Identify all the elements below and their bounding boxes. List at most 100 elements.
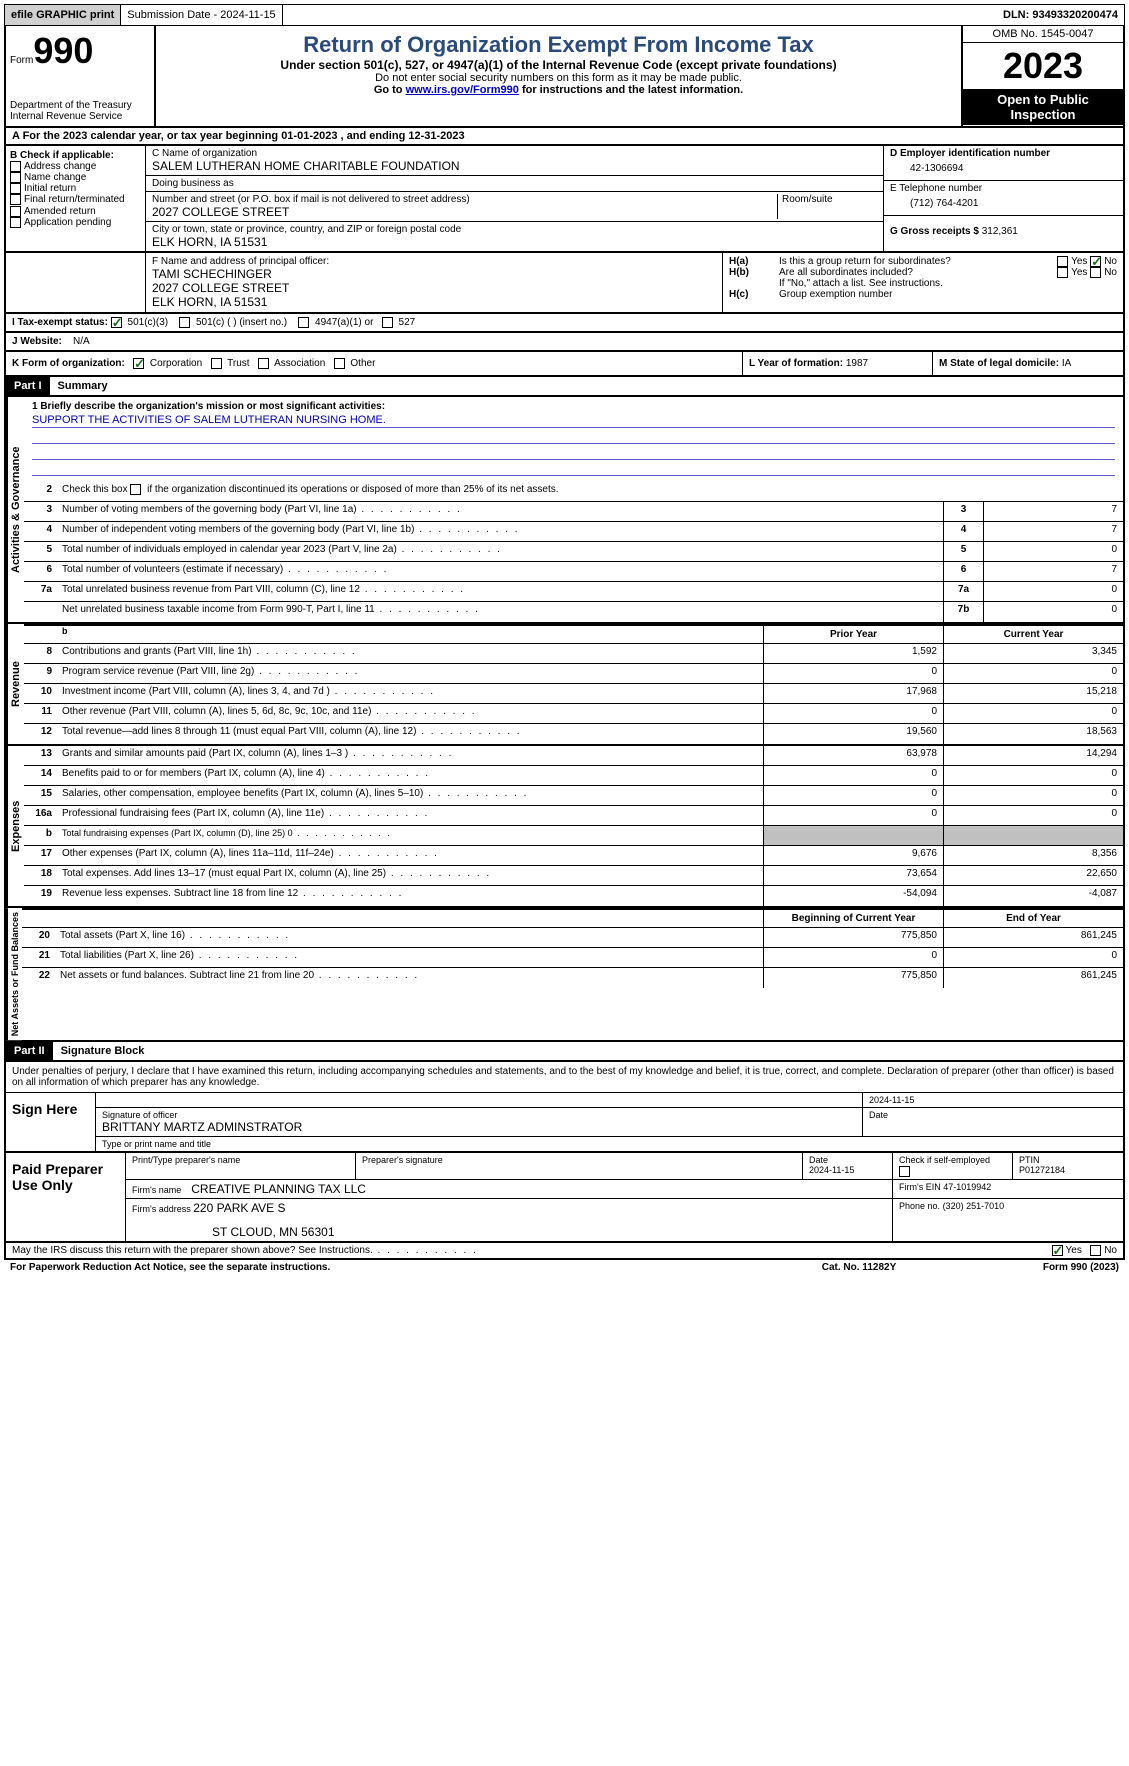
check-self-employed[interactable] <box>899 1166 910 1177</box>
ha-yes[interactable] <box>1057 256 1068 267</box>
ein-value: 42-1306694 <box>890 159 1117 178</box>
check-trust[interactable] <box>211 358 222 369</box>
form-org-label: K Form of organization: <box>12 358 125 369</box>
paid-preparer-label: Paid Preparer Use Only <box>6 1153 126 1240</box>
phone-label: E Telephone number <box>890 183 1117 194</box>
year-formation-label: L Year of formation: <box>749 358 846 369</box>
efile-print-button[interactable]: efile GRAPHIC print <box>5 5 121 25</box>
sig-name-label: Type or print name and title <box>96 1137 1123 1151</box>
firm-phone: (320) 251-7010 <box>943 1201 1005 1211</box>
hb-label: H(b) <box>729 267 779 278</box>
form-note-ssn: Do not enter social security numbers on … <box>162 72 955 84</box>
org-name-label: C Name of organization <box>152 148 877 159</box>
summary-line: 21Total liabilities (Part X, line 26)00 <box>22 948 1123 968</box>
check-amended-return[interactable]: Amended return <box>10 206 141 217</box>
sig-date-value: 2024-11-15 <box>869 1095 914 1105</box>
part2-header-row: Part II Signature Block <box>4 1042 1125 1062</box>
ptin-value: P01272184 <box>1019 1165 1065 1175</box>
check-discontinued[interactable] <box>130 484 141 495</box>
sig-officer-name: BRITTANY MARTZ ADMINSTRATOR <box>102 1120 302 1134</box>
sig-date-label: Date <box>863 1108 1123 1137</box>
row-j: J Website: N/A <box>4 333 1125 352</box>
footer: For Paperwork Reduction Act Notice, see … <box>4 1260 1125 1275</box>
check-final-return[interactable]: Final return/terminated <box>10 194 141 205</box>
firm-addr-label: Firm's address <box>132 1204 191 1214</box>
form-label: Form <box>10 55 33 66</box>
line1-label: 1 Briefly describe the organization's mi… <box>32 401 1115 412</box>
summary-line: 5Total number of individuals employed in… <box>24 542 1123 562</box>
dept-treasury: Department of the Treasury Internal Reve… <box>10 100 150 122</box>
year-formation-value: 1987 <box>846 358 868 369</box>
firm-ein: 47-1019942 <box>943 1182 991 1192</box>
form-subtitle: Under section 501(c), 527, or 4947(a)(1)… <box>162 58 955 72</box>
signature-block: Under penalties of perjury, I declare th… <box>4 1062 1125 1153</box>
vtab-net-assets: Net Assets or Fund Balances <box>6 908 22 1040</box>
firm-phone-label: Phone no. <box>899 1201 940 1211</box>
city-label: City or town, state or province, country… <box>152 224 877 235</box>
summary-line: 10Investment income (Part VIII, column (… <box>24 684 1123 704</box>
hc-text: Group exemption number <box>779 289 1117 300</box>
cat-number: Cat. No. 11282Y <box>759 1262 959 1273</box>
summary-line: 12Total revenue—add lines 8 through 11 (… <box>24 724 1123 744</box>
irs-link[interactable]: www.irs.gov/Form990 <box>406 84 519 96</box>
line2-text: Check this box if the organization disco… <box>58 482 1123 501</box>
check-501c[interactable] <box>179 317 190 328</box>
ha-no[interactable] <box>1090 256 1101 267</box>
vtab-activities: Activities & Governance <box>6 397 24 622</box>
col-prior-year: Prior Year <box>763 626 943 643</box>
officer-addr2: ELK HORN, IA 51531 <box>152 295 716 309</box>
firm-name: CREATIVE PLANNING TAX LLC <box>191 1182 366 1196</box>
prep-sig-label: Preparer's signature <box>356 1153 803 1179</box>
ptin-label: PTIN <box>1019 1155 1040 1165</box>
paperwork-notice: For Paperwork Reduction Act Notice, see … <box>10 1262 759 1273</box>
check-corporation[interactable] <box>133 358 144 369</box>
summary-line: 20Total assets (Part X, line 16)775,8508… <box>22 928 1123 948</box>
section-fh: F Name and address of principal officer:… <box>4 253 1125 314</box>
col-begin-year: Beginning of Current Year <box>763 910 943 927</box>
summary-line: 11Other revenue (Part VIII, column (A), … <box>24 704 1123 724</box>
box-deg: D Employer identification number 42-1306… <box>883 146 1123 251</box>
form-title-block: Return of Organization Exempt From Incom… <box>156 26 963 126</box>
part2-title: Signature Block <box>53 1042 153 1060</box>
row-a-tax-year: A For the 2023 calendar year, or tax yea… <box>4 128 1125 146</box>
addr-label: Number and street (or P.O. box if mail i… <box>152 194 777 205</box>
form-header: Form990 Department of the Treasury Inter… <box>4 26 1125 128</box>
discuss-yes[interactable] <box>1052 1245 1063 1256</box>
check-address-change[interactable]: Address change <box>10 161 141 172</box>
summary-line: 15Salaries, other compensation, employee… <box>24 786 1123 806</box>
check-501c3[interactable] <box>111 317 122 328</box>
row-klm: K Form of organization: Corporation Trus… <box>4 352 1125 377</box>
check-4947[interactable] <box>298 317 309 328</box>
box-b-label: B Check if applicable: <box>10 150 141 161</box>
part1-badge: Part I <box>6 377 50 395</box>
hb-no[interactable] <box>1090 267 1101 278</box>
check-other[interactable] <box>334 358 345 369</box>
tax-exempt-label: I Tax-exempt status: <box>12 317 108 328</box>
ha-label: H(a) <box>729 256 779 267</box>
state-domicile-label: M State of legal domicile: <box>939 358 1062 369</box>
hb-note: If "No," attach a list. See instructions… <box>729 278 1117 289</box>
tax-year: 2023 <box>963 43 1123 90</box>
submission-date: Submission Date - 2024-11-15 <box>121 5 282 25</box>
hb-yes[interactable] <box>1057 267 1068 278</box>
summary-line: 18Total expenses. Add lines 13–17 (must … <box>24 866 1123 886</box>
summary-line: 3Number of voting members of the governi… <box>24 502 1123 522</box>
firm-addr1: 220 PARK AVE S <box>193 1201 285 1215</box>
check-527[interactable] <box>382 317 393 328</box>
check-application-pending[interactable]: Application pending <box>10 217 141 228</box>
discuss-no[interactable] <box>1090 1245 1101 1256</box>
check-association[interactable] <box>258 358 269 369</box>
city-value: ELK HORN, IA 51531 <box>152 235 877 249</box>
form-note-link: Go to www.irs.gov/Form990 for instructio… <box>162 84 955 96</box>
section-net-assets: Net Assets or Fund Balances Beginning of… <box>4 908 1125 1042</box>
gross-receipts-label: G Gross receipts $ <box>890 226 982 237</box>
paid-preparer-block: Paid Preparer Use Only Print/Type prepar… <box>4 1153 1125 1242</box>
officer-label: F Name and address of principal officer: <box>152 256 716 267</box>
summary-line: 7aTotal unrelated business revenue from … <box>24 582 1123 602</box>
vtab-expenses: Expenses <box>6 746 24 906</box>
check-name-change[interactable]: Name change <box>10 172 141 183</box>
summary-line: 6Total number of volunteers (estimate if… <box>24 562 1123 582</box>
check-initial-return[interactable]: Initial return <box>10 183 141 194</box>
dba-label: Doing business as <box>152 178 877 189</box>
form-number: 990 <box>33 30 93 71</box>
